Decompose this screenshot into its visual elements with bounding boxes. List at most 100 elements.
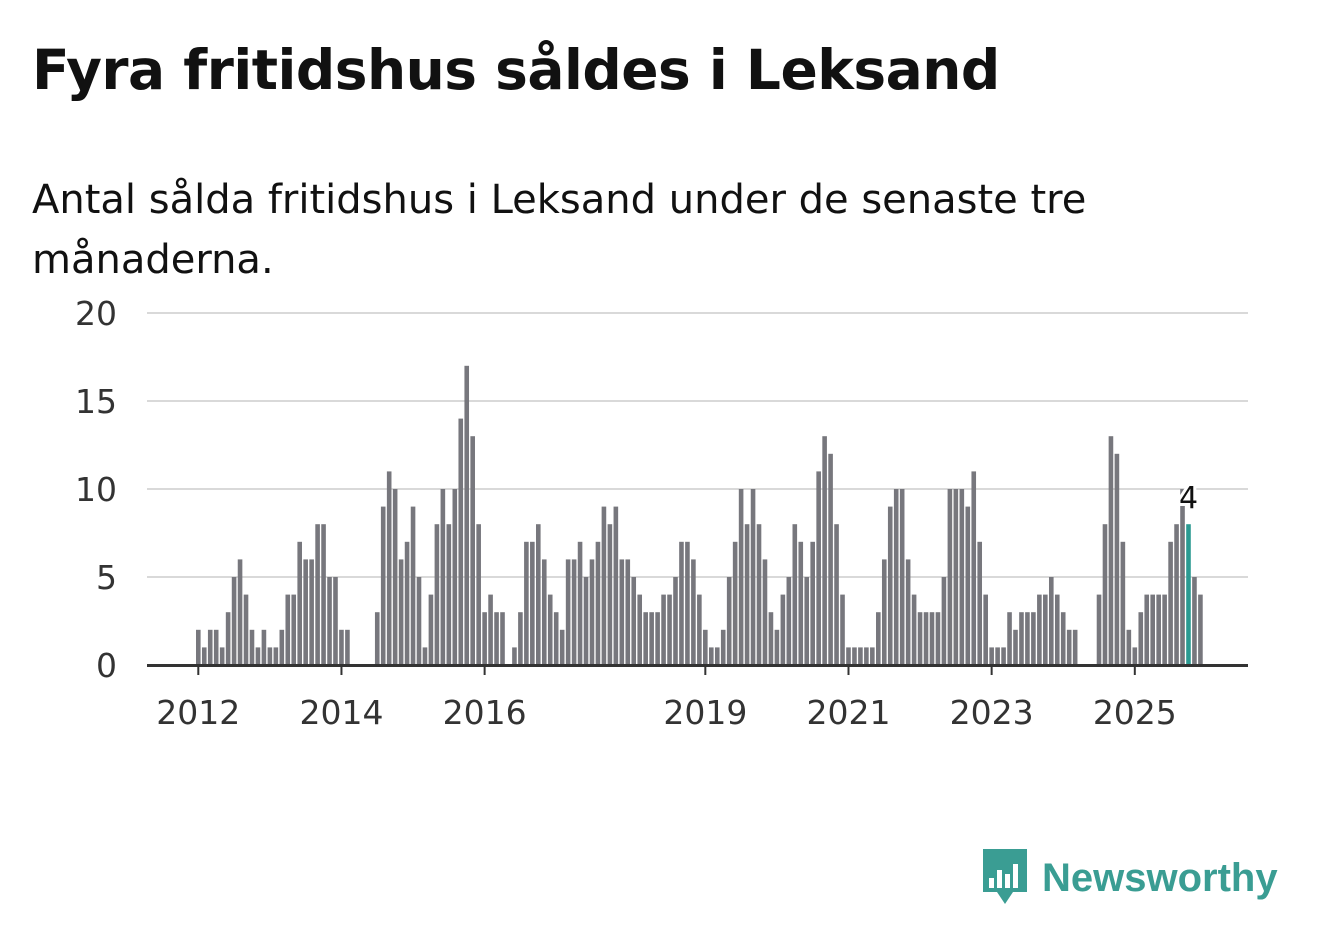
bar [995, 647, 1000, 665]
newsworthy-logo: Newsworthy [980, 846, 1278, 910]
bar [893, 489, 899, 665]
bar [941, 577, 947, 665]
bar [1114, 453, 1120, 665]
bar [410, 506, 416, 665]
bar [267, 647, 273, 665]
bar [1043, 594, 1048, 665]
bar [953, 489, 959, 665]
bar [935, 612, 941, 665]
bar [524, 541, 529, 665]
bar [541, 559, 547, 665]
bar [911, 594, 917, 665]
bar [637, 594, 643, 665]
bar [339, 629, 344, 665]
bar [613, 506, 619, 665]
bar [547, 594, 553, 665]
bar [386, 471, 392, 665]
bar [1162, 594, 1167, 665]
bar [708, 647, 714, 665]
bar [255, 647, 261, 665]
bar [428, 594, 434, 665]
bar [714, 647, 720, 665]
bar [905, 559, 911, 665]
bar [201, 647, 207, 665]
y-tick-label: 0 [96, 646, 117, 685]
bar [631, 577, 637, 665]
bar [1138, 612, 1144, 665]
bar [870, 647, 875, 665]
bar [345, 629, 350, 665]
bar [1156, 594, 1161, 665]
bar [237, 559, 243, 665]
bar [273, 647, 279, 665]
bar [1132, 647, 1138, 665]
bar [1072, 629, 1078, 665]
bar [846, 647, 851, 665]
bar [971, 471, 977, 665]
bar [798, 541, 804, 665]
bar [380, 506, 386, 665]
bar [887, 506, 893, 665]
bar [530, 541, 535, 665]
bar [512, 647, 517, 665]
bar [756, 524, 762, 665]
bar [1108, 436, 1114, 665]
bar [1001, 647, 1006, 665]
bar [392, 489, 398, 665]
bar [1066, 629, 1072, 665]
bar [607, 524, 613, 665]
newsworthy-logo-icon [983, 849, 1027, 904]
bar [649, 612, 654, 665]
bar [1198, 594, 1203, 665]
brand-name: Newsworthy [1042, 855, 1278, 900]
bar [720, 629, 726, 665]
bar [786, 577, 792, 665]
y-tick-label: 5 [96, 558, 117, 597]
bar [667, 594, 672, 665]
bar [279, 629, 285, 665]
x-tick-label: 2025 [1093, 693, 1177, 732]
bar [303, 559, 308, 665]
bar [1031, 612, 1036, 665]
bar [864, 647, 869, 665]
bar [822, 436, 827, 665]
bar [881, 559, 887, 665]
bar [213, 629, 219, 665]
bar [452, 489, 458, 665]
bar [1048, 577, 1054, 665]
bar [774, 629, 780, 665]
bar [965, 506, 971, 665]
bar [243, 594, 249, 665]
bar [977, 541, 983, 665]
highlight-data-label: 4 [1179, 481, 1198, 516]
bar [434, 524, 440, 665]
bar [983, 594, 988, 665]
bar [1192, 577, 1197, 665]
bar [744, 524, 750, 665]
bar [1150, 594, 1155, 665]
bar [792, 524, 798, 665]
bar-chart: 0 5 10 15 20 2012 2014 2016 2019 2021 2023 2025 4 [75, 294, 1248, 732]
bar [595, 541, 601, 665]
bar [780, 594, 786, 665]
bar [422, 647, 428, 665]
bar [929, 612, 935, 665]
bar [697, 594, 702, 665]
bar [536, 524, 541, 665]
bar [876, 612, 881, 665]
bar [1102, 524, 1108, 665]
bar [834, 524, 839, 665]
bar [583, 577, 589, 665]
bar [661, 594, 666, 665]
bar [482, 612, 487, 665]
bar [470, 436, 475, 665]
bar [577, 541, 583, 665]
bar [321, 524, 326, 665]
bar [816, 471, 821, 665]
bar [225, 612, 231, 665]
bar [1037, 594, 1042, 665]
bar [500, 612, 505, 665]
x-tick-label: 2021 [806, 693, 890, 732]
bar [488, 594, 493, 665]
bar [1144, 594, 1150, 665]
